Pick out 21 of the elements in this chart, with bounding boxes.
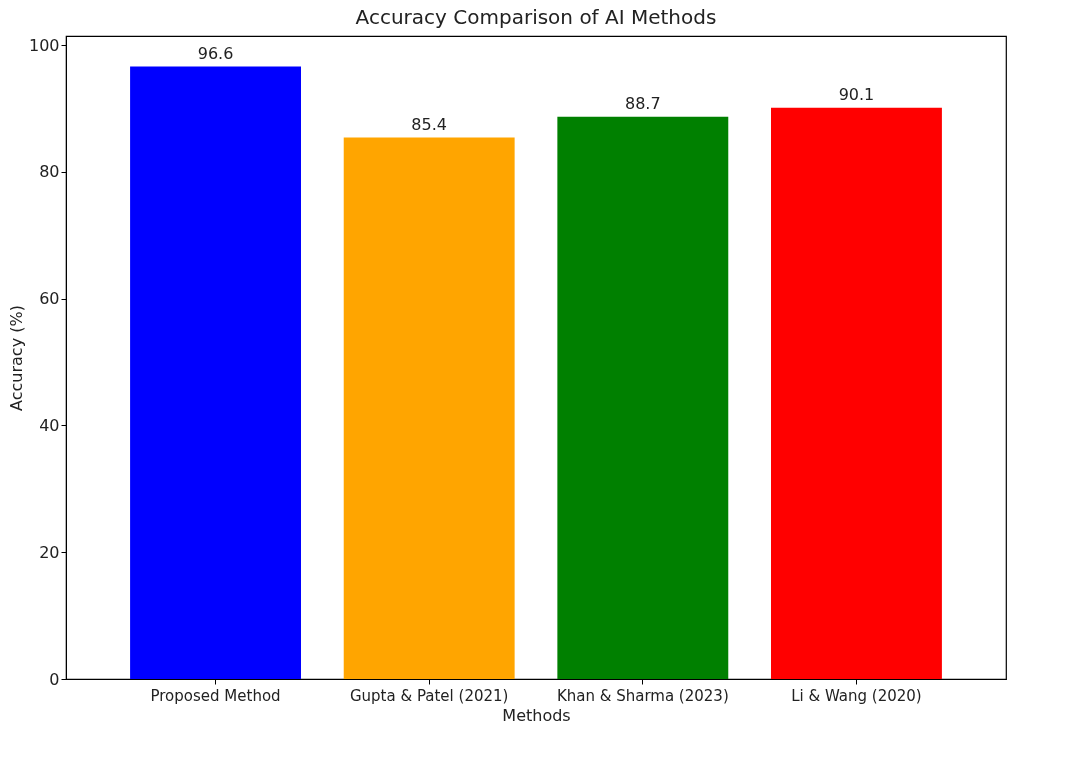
x-axis-title: Methods [502,705,571,725]
x-tick-label: Khan & Sharma (2023) [556,686,729,705]
chart-title: Accuracy Comparison of AI Methods [355,5,717,29]
data-label: 90.1 [838,84,875,104]
data-label: 88.7 [625,93,661,113]
y-tick-label: 60 [39,289,60,309]
bar [130,66,301,679]
y-tick-label: 0 [49,669,60,689]
y-tick-label: 40 [39,415,60,435]
y-tick-label: 20 [39,542,60,562]
bar [557,116,729,679]
y-tick-label: 80 [39,162,60,182]
bar [343,137,515,679]
x-tick-label: Proposed Method [150,686,281,705]
x-tick-label: Li & Wang (2020) [791,686,922,705]
y-tick-label: 100 [28,35,60,55]
data-label: 96.6 [197,43,234,63]
bar [771,107,942,679]
y-axis-title: Accuracy (%) [6,305,26,411]
x-tick-label: Gupta & Patel (2021) [349,686,509,705]
data-label: 85.4 [411,114,447,134]
